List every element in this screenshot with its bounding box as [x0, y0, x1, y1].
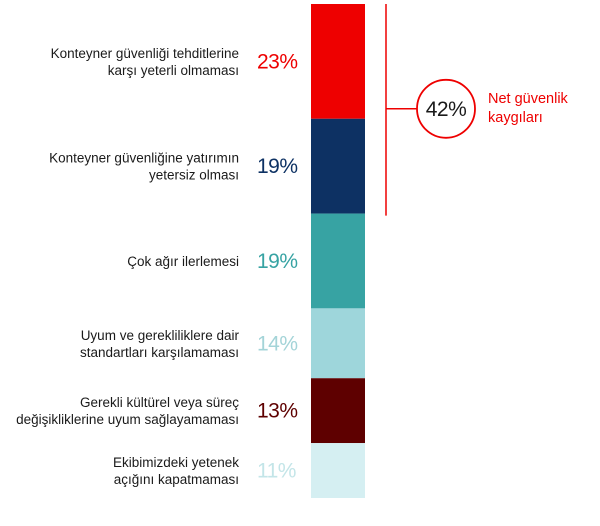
value-label-6: 11%: [257, 460, 296, 483]
category-label-1: Konteyner güvenliği tehditlerine karşı ye…: [51, 46, 239, 78]
category-label-4: Uyum ve gerekliliklere dair standartları …: [80, 328, 240, 360]
category-label-6: Ekibimizdeki yetenek açığını kapatmaması: [113, 455, 239, 487]
category-label-5: Gerekli kültürel veya süreç değişiklikler…: [16, 395, 239, 427]
bar-segment-1: [311, 4, 365, 119]
value-label-2: 19%: [257, 155, 298, 178]
bar-segment-5: [311, 378, 365, 444]
bar-segment-4: [311, 308, 365, 379]
net-security-concerns-callout: 42% Net güvenlik kaygıları: [385, 4, 569, 216]
value-label-5: 13%: [257, 400, 298, 423]
bar-segment-6: [311, 443, 365, 498]
callout-value: 42%: [426, 98, 467, 121]
percentage-labels: 23% 19% 19% 14% 13% 11%: [257, 50, 298, 482]
callout-circle: [416, 78, 476, 139]
category-label-2: Konteyner güvenliğine yatırımın yetersiz …: [49, 151, 239, 183]
value-label-3: 19%: [257, 250, 298, 273]
bar-segments: [311, 4, 365, 498]
value-label-1: 23%: [257, 50, 298, 73]
callout-text: Net güvenlik kaygıları: [488, 91, 569, 126]
category-labels: Konteyner güvenliği tehditlerine karşı ye…: [16, 46, 239, 487]
bar-segment-2: [311, 118, 365, 214]
category-label-3: Çok ağır ilerlemesi: [127, 254, 239, 269]
value-label-4: 14%: [257, 332, 298, 355]
bar-segment-3: [311, 213, 365, 309]
